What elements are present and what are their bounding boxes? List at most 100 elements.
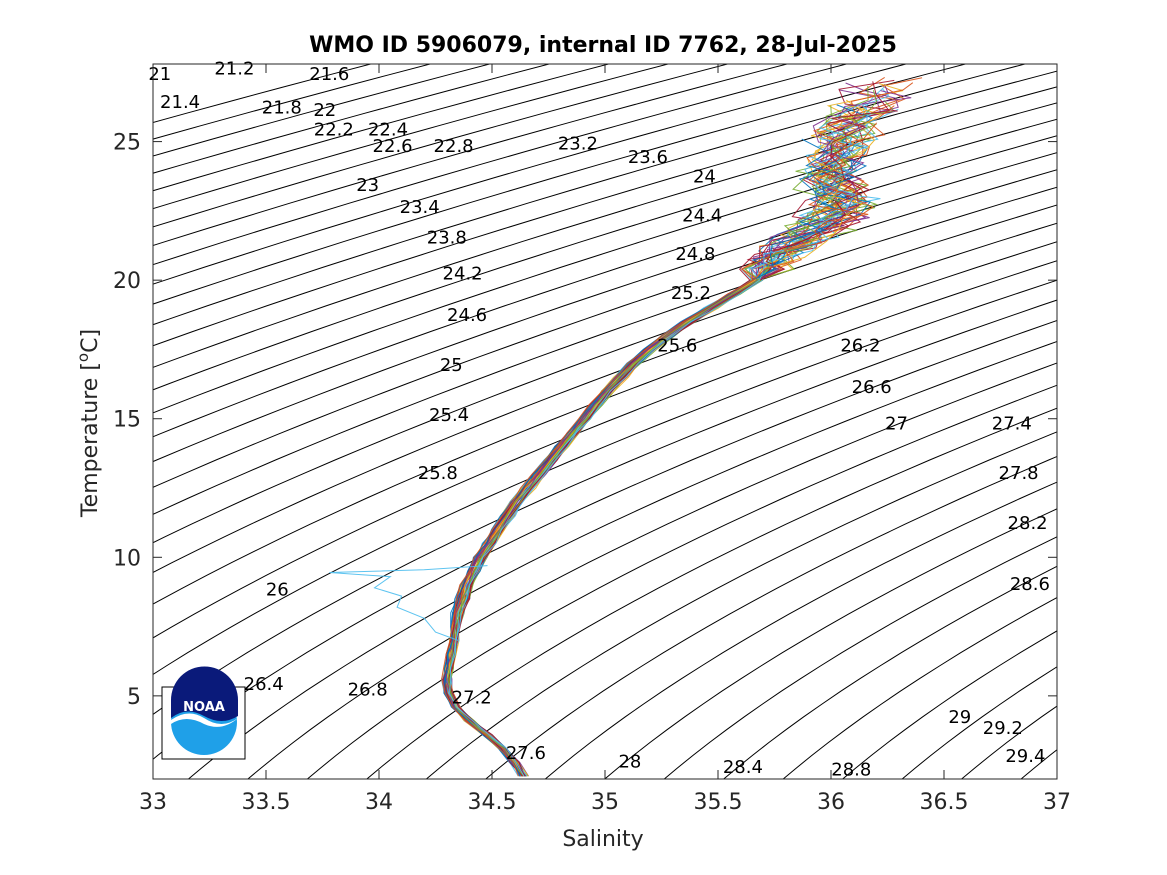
contour-label-31: 27.2 (452, 688, 492, 709)
y-axis-label: Temperature [oC] (74, 329, 103, 518)
y-label-unit: C] (78, 329, 103, 353)
contour-label-39: 28.8 (831, 760, 871, 781)
noaa-logo: NOAA (161, 666, 246, 760)
isopycnal-33 (544, 481, 1057, 779)
isopycnal-20 (153, 204, 1057, 544)
isopycnal-13 (153, 86, 1057, 368)
profile-lines (329, 76, 923, 777)
isopycnal-4 (153, 64, 611, 192)
contour-label-6: 22.2 (314, 120, 354, 141)
contour-label-26: 26.2 (840, 336, 880, 357)
contour-label-16: 24.2 (443, 264, 483, 285)
contour-label-28: 26.6 (852, 377, 892, 398)
isopycnal-36 (722, 565, 1057, 779)
isopycnal-17 (153, 152, 1057, 463)
contour-label-8: 22.6 (373, 136, 413, 157)
x-tick-label-4: 35 (591, 790, 619, 815)
y-tick-label-0: 5 (127, 685, 141, 710)
contour-label-5: 22 (313, 100, 336, 121)
x-axis-label: Salinity (562, 827, 643, 852)
isopycnal-3 (153, 64, 552, 174)
contour-label-37: 28.4 (723, 757, 763, 778)
contour-label-18: 24.6 (447, 305, 487, 326)
isopycnal-21 (153, 222, 1057, 574)
contour-label-20: 25 (440, 355, 463, 376)
y-label-main: Temperature [ (78, 362, 103, 518)
isopycnal-6 (153, 64, 730, 228)
contour-label-27: 26.4 (244, 674, 284, 695)
profile-43 (441, 122, 878, 777)
profile-40 (448, 103, 862, 777)
isopycnal-23 (153, 260, 1057, 639)
contour-label-13: 23.6 (628, 147, 668, 168)
isopycnal-32 (485, 455, 1057, 779)
isopycnal-30 (366, 407, 1057, 779)
contour-label-17: 24.4 (682, 205, 722, 226)
isopycnal-27 (187, 340, 1057, 779)
isopycnal-39 (901, 666, 1057, 779)
contour-label-36: 28.2 (1008, 513, 1048, 534)
y-tick-label-3: 20 (113, 269, 141, 294)
contour-label-30: 27 (885, 413, 908, 434)
x-tick-label-3: 34.5 (468, 790, 517, 815)
isopycnal-34 (603, 508, 1057, 779)
contour-label-15: 24 (693, 167, 716, 188)
contour-label-24: 25.8 (418, 463, 458, 484)
contour-label-42: 29.4 (1005, 746, 1045, 767)
chart-title: WMO ID 5906079, internal ID 7762, 28-Jul… (309, 33, 897, 58)
isopycnal-16 (153, 135, 1057, 438)
contour-label-41: 29.2 (983, 718, 1023, 739)
isopycnal-26 (153, 319, 1057, 760)
contour-label-10: 23 (356, 175, 379, 196)
contour-label-4: 21.8 (262, 97, 302, 118)
y-tick-label-1: 10 (113, 546, 141, 571)
contour-label-22: 25.4 (429, 405, 469, 426)
isopycnal-19 (153, 186, 1057, 515)
isopycnal-37 (782, 597, 1057, 779)
contour-label-29: 26.8 (348, 679, 388, 700)
contour-label-7: 22.4 (368, 120, 408, 141)
isopycnal-5 (153, 64, 671, 210)
plot-area (153, 64, 1057, 779)
isopycnal-10 (153, 64, 968, 305)
isopycnal-24 (153, 279, 1057, 676)
y-tick-label-4: 25 (113, 131, 141, 156)
isopycnal-12 (153, 70, 1057, 347)
isopycnal-18 (153, 169, 1057, 488)
contour-label-0: 21 (148, 64, 171, 85)
contour-label-14: 23.8 (427, 228, 467, 249)
profile-39 (447, 90, 878, 777)
contour-label-11: 23.2 (558, 133, 598, 154)
isopycnal-38 (841, 630, 1057, 779)
x-tick-label-7: 36.5 (920, 790, 969, 815)
isopycnal-22 (153, 241, 1057, 605)
x-tick-label-0: 33 (139, 790, 167, 815)
x-axis-ticks: 33 33.5 34 34.5 35 35.5 36 36.5 37 (139, 64, 1071, 815)
contour-label-21: 25.2 (671, 283, 711, 304)
svg-text:NOAA: NOAA (183, 700, 225, 715)
contour-label-3: 21.4 (160, 92, 200, 113)
x-tick-label-5: 35.5 (694, 790, 743, 815)
contour-label-38: 28.6 (1010, 574, 1050, 595)
contour-label-1: 21.2 (214, 59, 254, 80)
contour-label-12: 23.4 (400, 197, 440, 218)
contour-label-35: 28 (618, 751, 641, 772)
contour-label-34: 27.8 (999, 463, 1039, 484)
isopycnal-8 (153, 64, 849, 266)
contour-label-9: 22.8 (434, 136, 474, 157)
x-tick-label-6: 36 (817, 790, 845, 815)
contour-label-32: 27.4 (992, 413, 1032, 434)
profile-38 (445, 90, 912, 777)
isopycnal-11 (153, 64, 1027, 326)
isopycnal-15 (153, 118, 1057, 414)
contour-label-25: 26 (266, 580, 289, 601)
x-tick-label-8: 37 (1043, 790, 1071, 815)
profile-anomaly (329, 565, 488, 641)
isopycnal-28 (247, 362, 1057, 779)
isopycnal-35 (663, 536, 1057, 779)
contour-label-33: 27.6 (506, 743, 546, 764)
isopycnal-31 (425, 431, 1057, 779)
profile-42 (443, 138, 856, 777)
